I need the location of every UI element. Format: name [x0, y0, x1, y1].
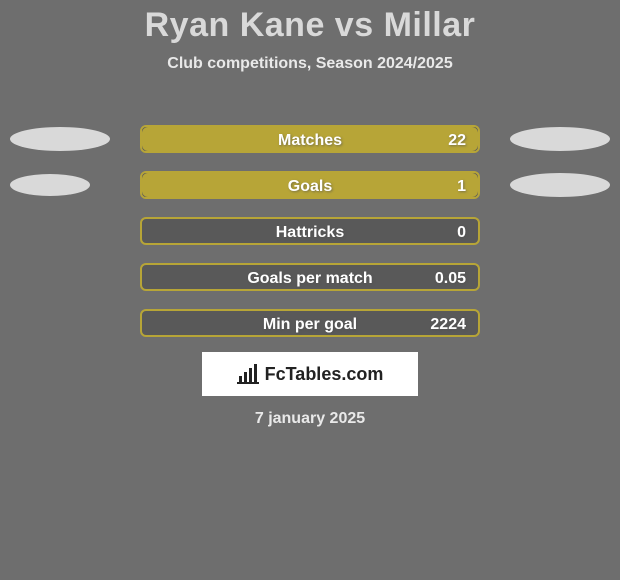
- stat-bar-fill: [142, 173, 478, 197]
- stat-bar-track: Goals1: [140, 171, 480, 199]
- page-subtitle: Club competitions, Season 2024/2025: [0, 55, 620, 73]
- player-left-ellipse: [10, 174, 90, 196]
- stat-value: 0: [457, 219, 466, 247]
- stat-row: Goals per match0.05: [0, 263, 620, 291]
- stat-bar-track: Hattricks0: [140, 217, 480, 245]
- stat-label: Hattricks: [142, 219, 478, 247]
- stat-bar-track: Matches22: [140, 125, 480, 153]
- page-title: Ryan Kane vs Millar: [0, 0, 620, 45]
- player-right-ellipse: [510, 127, 610, 151]
- stat-row: Goals1: [0, 171, 620, 199]
- bar-chart-icon: [237, 364, 259, 384]
- stat-label: Min per goal: [142, 311, 478, 339]
- player-left-ellipse: [10, 127, 110, 151]
- stat-bar-fill: [142, 127, 478, 151]
- stat-bar-track: Min per goal2224: [140, 309, 480, 337]
- stat-label: Goals per match: [142, 265, 478, 293]
- date-text: 7 january 2025: [0, 410, 620, 428]
- stat-row: Min per goal2224: [0, 309, 620, 337]
- comparison-canvas: Ryan Kane vs Millar Club competitions, S…: [0, 0, 620, 580]
- stat-row: Hattricks0: [0, 217, 620, 245]
- stat-row: Matches22: [0, 125, 620, 153]
- stat-value: 0.05: [435, 265, 466, 293]
- brand-badge: FcTables.com: [202, 352, 418, 396]
- brand-text: FcTables.com: [265, 364, 384, 385]
- stat-bar-track: Goals per match0.05: [140, 263, 480, 291]
- stat-value: 2224: [430, 311, 466, 339]
- player-right-ellipse: [510, 173, 610, 197]
